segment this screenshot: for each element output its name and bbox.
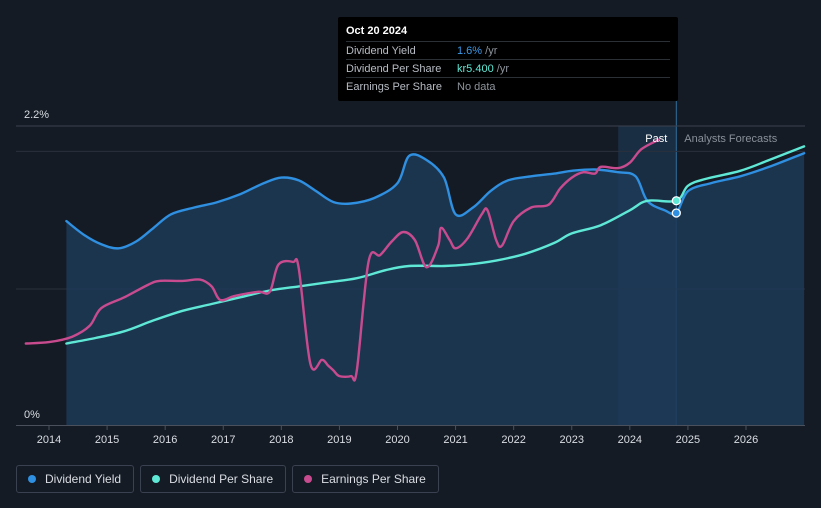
legend-item-dividend-per-share[interactable]: Dividend Per Share <box>140 465 287 493</box>
tooltip-suffix: /yr <box>482 44 498 57</box>
marker-dividend-yield <box>671 208 681 218</box>
past-label: Past <box>645 133 667 145</box>
legend-dot-icon <box>28 475 36 483</box>
chart-legend: Dividend Yield Dividend Per Share Earnin… <box>16 465 439 493</box>
series-line-earnings-per-share <box>24 138 661 382</box>
x-tick-label: 2014 <box>37 434 61 446</box>
tooltip-value: No data <box>457 81 496 93</box>
tooltip-number: 1.6% <box>457 44 483 57</box>
tooltip-label: Earnings Per Share <box>346 80 442 93</box>
x-tick-label: 2026 <box>734 434 758 446</box>
series-area-dividend-yield <box>66 153 805 425</box>
tooltip-value: 1.6% /yr <box>457 45 497 57</box>
series-line-dividend-per-share <box>65 145 806 345</box>
chart-tooltip: Oct 20 2024 Dividend Yield 1.6% /yr Divi… <box>338 17 678 101</box>
x-tick-label: 2021 <box>443 434 467 446</box>
series-line-dividend-yield <box>65 152 806 250</box>
x-tick-label: 2023 <box>560 434 584 446</box>
tooltip-row-dividend-yield: Dividend Yield 1.6% /yr <box>346 41 670 59</box>
x-tick-label: 2019 <box>327 434 351 446</box>
legend-label: Earnings Per Share <box>321 472 426 486</box>
x-tick-label: 2015 <box>95 434 119 446</box>
forecast-label: Analysts Forecasts <box>684 133 777 145</box>
tooltip-number: kr5.400 <box>457 62 494 75</box>
tooltip-label: Dividend Per Share <box>346 62 442 75</box>
marker-dividend-per-share <box>671 196 681 206</box>
x-tick-label: 2016 <box>153 434 177 446</box>
x-tick-label: 2020 <box>385 434 409 446</box>
x-tick-label: 2025 <box>676 434 700 446</box>
y-tick-label-bottom: 0% <box>24 409 40 421</box>
x-tick-label: 2022 <box>501 434 525 446</box>
legend-item-dividend-yield[interactable]: Dividend Yield <box>16 465 135 493</box>
x-tick-label: 2018 <box>269 434 293 446</box>
tooltip-row-dividend-per-share: Dividend Per Share kr5.400 /yr <box>346 59 670 77</box>
x-tick-label: 2024 <box>618 434 642 446</box>
legend-dot-icon <box>304 475 313 483</box>
legend-label: Dividend Per Share <box>169 472 274 486</box>
legend-label: Dividend Yield <box>45 472 122 486</box>
y-tick-label-top: 2.2% <box>24 109 49 121</box>
x-tick-label: 2017 <box>211 434 235 446</box>
legend-item-earnings-per-share[interactable]: Earnings Per Share <box>292 465 439 493</box>
tooltip-number: No data <box>457 80 496 93</box>
legend-dot-icon <box>152 475 161 483</box>
tooltip-row-earnings-per-share: Earnings Per Share No data <box>346 77 670 95</box>
tooltip-value: kr5.400 /yr <box>457 63 509 75</box>
tooltip-date: Oct 20 2024 <box>346 25 408 37</box>
tooltip-suffix: /yr <box>493 62 509 75</box>
tooltip-label: Dividend Yield <box>346 44 416 57</box>
